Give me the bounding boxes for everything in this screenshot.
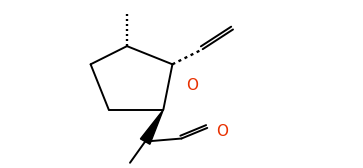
- Text: O: O: [216, 124, 228, 139]
- Polygon shape: [140, 110, 163, 144]
- Text: O: O: [186, 78, 198, 93]
